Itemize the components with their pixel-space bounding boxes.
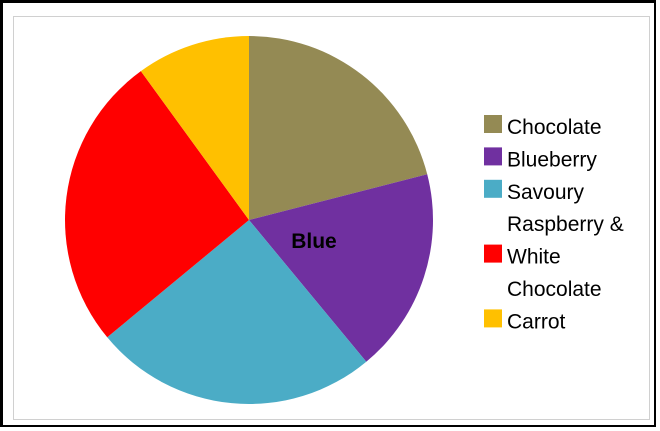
legend-item: Blueberry	[484, 147, 597, 171]
pie-slice-carrot	[140, 36, 249, 220]
legend-label: Raspberry &	[507, 213, 624, 236]
legend-swatch-icon	[484, 244, 502, 263]
pie-slice-raspberry-white-chocolate	[65, 71, 250, 338]
legend-item: Chocolate	[484, 115, 602, 139]
chart-annotation: Blue	[291, 230, 337, 253]
legend-swatch-icon	[484, 309, 502, 328]
legend-swatch-icon	[484, 179, 502, 198]
legend-item: Carrot	[484, 309, 566, 333]
legend-label: Blueberry	[507, 148, 597, 171]
pie-slice-savoury	[107, 220, 367, 404]
legend-label: Chocolate	[507, 116, 602, 139]
pie-slice-blueberry	[249, 174, 434, 362]
legend-label: Carrot	[507, 310, 566, 333]
legend-swatch-icon	[484, 115, 502, 133]
legend-label: Savoury	[507, 181, 585, 204]
pie-slice-chocolate	[249, 35, 428, 220]
legend-swatch-icon	[484, 147, 502, 166]
legend-item: Raspberry & White Chocolate	[484, 213, 624, 301]
pie-slices	[65, 35, 434, 404]
legend: Chocolate Blueberry Savoury Raspberry & Whit…	[484, 115, 624, 333]
legend-label: Chocolate	[507, 278, 602, 301]
legend-label: White	[507, 246, 561, 269]
legend-item: Savoury	[484, 179, 585, 204]
